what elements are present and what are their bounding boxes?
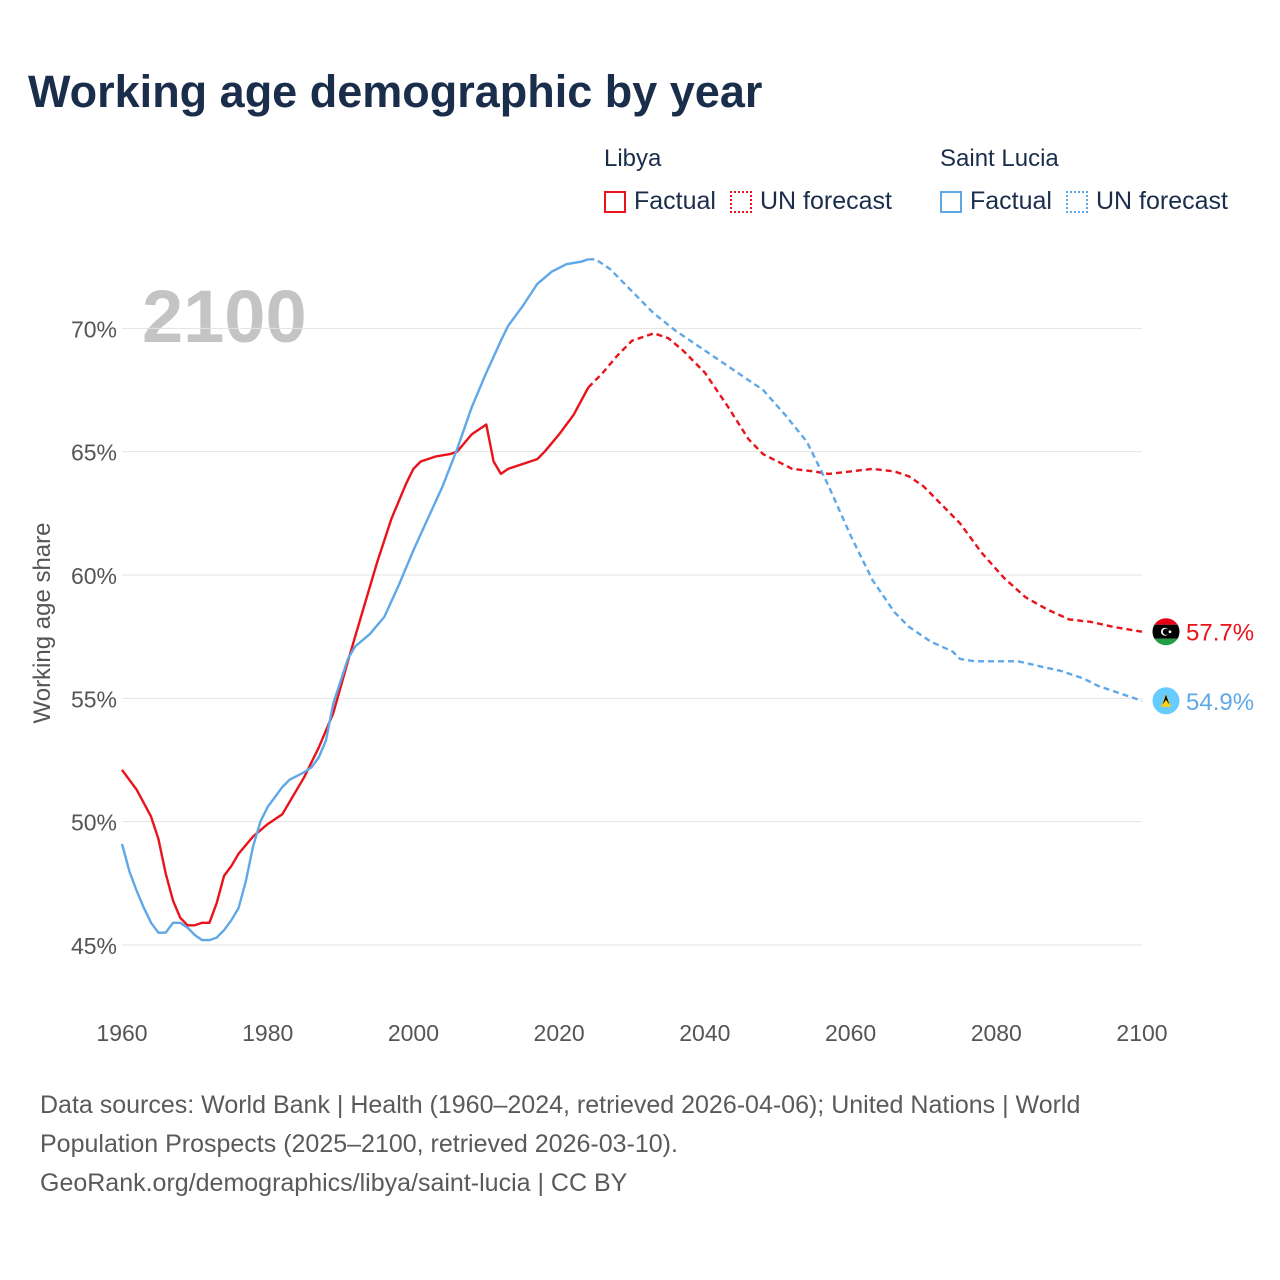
end-value-label: 57.7% — [1186, 620, 1254, 647]
footer: Data sources: World Bank | Health (1960–… — [40, 1086, 1240, 1203]
series-lines — [120, 258, 1143, 942]
legend-group-name: Libya — [604, 145, 662, 172]
legend-group-libya: Libya Factual UN forecast — [604, 145, 906, 216]
legend-swatch-dotted — [729, 190, 752, 213]
legend-group-name: Saint Lucia — [940, 145, 1059, 172]
series-line-saint-lucia-factual[interactable] — [120, 258, 589, 942]
grid-lines — [122, 327, 1142, 946]
legend-label: UN forecast — [1095, 187, 1228, 215]
legend-label: Factual — [634, 187, 716, 215]
series-line-libya-forecast[interactable] — [587, 332, 1143, 633]
y-tick-label: 50% — [71, 810, 117, 836]
x-tick-label: 2020 — [534, 1020, 585, 1046]
legend-group-saint-lucia: Saint Lucia Factual UN forecast — [940, 145, 1242, 216]
x-tick-label: 1980 — [242, 1020, 293, 1046]
end-markers: 57.7% 54.9% — [1151, 617, 1254, 716]
legend-swatch-dotted — [1065, 190, 1088, 213]
legend-swatch-solid — [604, 190, 626, 213]
y-tick-label: 60% — [71, 563, 117, 589]
x-tick-label: 1960 — [96, 1020, 147, 1046]
y-tick-label: 45% — [71, 933, 117, 959]
x-tick-label: 2080 — [971, 1020, 1022, 1046]
line-chart: 2100 45% 50% 55% 60% 65% 70% 1960 1980 2000 2020… — [29, 258, 1254, 1046]
legend-label: Factual — [970, 187, 1052, 215]
end-value-label: 54.9% — [1186, 689, 1254, 716]
y-axis-label: Working age share — [29, 523, 56, 724]
y-tick-label: 70% — [71, 316, 117, 342]
x-axis-ticks: 1960 1980 2000 2020 2040 2060 2080 2100 — [96, 1020, 1167, 1046]
x-tick-label: 2000 — [388, 1020, 439, 1046]
y-tick-label: 55% — [71, 686, 117, 712]
legend-swatch-solid — [940, 190, 962, 213]
legend-item-saint-lucia-factual[interactable]: Factual — [940, 187, 1052, 216]
footer-sources-line1: Data sources: World Bank | Health (1960–… — [40, 1091, 1081, 1119]
footer-attribution: GeoRank.org/demographics/libya/saint-luc… — [40, 1169, 628, 1197]
footer-sources-line2: Population Prospects (2025–2100, retriev… — [40, 1130, 678, 1158]
legend-item-libya-factual[interactable]: Factual — [604, 187, 716, 216]
x-tick-label: 2100 — [1116, 1020, 1167, 1046]
series-line-libya-factual[interactable] — [121, 386, 590, 927]
y-tick-label: 65% — [71, 440, 117, 466]
series-line-saint-lucia-forecast[interactable] — [588, 258, 1143, 702]
legend-item-saint-lucia-forecast[interactable]: UN forecast — [1065, 187, 1228, 216]
saint-lucia-flag-icon — [1151, 686, 1181, 716]
legend-label: UN forecast — [759, 187, 892, 215]
x-tick-label: 2040 — [679, 1020, 730, 1046]
y-axis-ticks: 45% 50% 55% 60% 65% 70% — [71, 316, 117, 959]
legend-item-libya-forecast[interactable]: UN forecast — [729, 187, 892, 216]
year-watermark: 2100 — [142, 275, 307, 358]
chart-title: Working age demographic by year — [28, 66, 763, 117]
x-tick-label: 2060 — [825, 1020, 876, 1046]
libya-flag-icon — [1151, 617, 1181, 647]
